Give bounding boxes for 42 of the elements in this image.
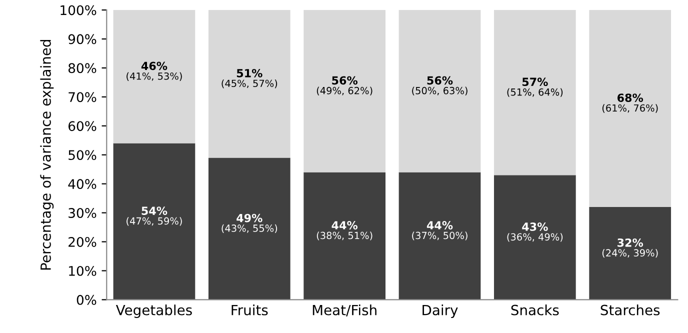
data-label: 56% (49%, 62%) <box>316 76 372 96</box>
data-label: 44% (38%, 51%) <box>316 221 372 240</box>
bar <box>589 10 672 207</box>
y-tick-label: 10% <box>69 266 96 276</box>
x-tick-label: Snacks <box>511 304 559 316</box>
data-label: 68% (61%, 76%) <box>602 94 658 113</box>
data-label: 56% (50%, 63%) <box>412 76 468 96</box>
y-tick-label: 80% <box>68 63 96 74</box>
y-tick-label: 100% <box>60 5 96 16</box>
bar <box>304 172 386 300</box>
bar <box>494 175 576 300</box>
bar <box>113 143 196 300</box>
bar <box>304 10 386 172</box>
y-axis-title: Percentage of variance explained <box>40 40 54 270</box>
y-tick-label: 70% <box>68 92 96 102</box>
data-label: 57% (51%, 64%) <box>507 78 563 97</box>
bar <box>208 158 290 300</box>
x-tick-label: Starches <box>600 304 660 316</box>
x-tick-label: Meat/Fish <box>312 304 376 316</box>
bar <box>398 10 481 172</box>
bar <box>398 172 481 300</box>
data-label: 46% (41%, 53%) <box>126 62 182 81</box>
y-tick-label: 50% <box>68 150 96 160</box>
y-tick-label: 0% <box>76 294 96 305</box>
y-tick-label: 60% <box>68 121 96 132</box>
bar <box>494 10 576 176</box>
data-label: 32% (24%, 39%) <box>602 238 658 258</box>
y-tick-label: 30% <box>68 208 96 218</box>
bar <box>589 206 672 300</box>
x-tick-label: Fruits <box>232 304 268 316</box>
bar <box>208 10 290 158</box>
y-tick-label: 20% <box>68 236 96 247</box>
data-label: 54% (47%, 59%) <box>126 206 182 226</box>
data-label: 44% (37%, 50%) <box>412 221 468 240</box>
data-label: 49% (43%, 55%) <box>222 214 278 234</box>
x-tick-label: Dairy <box>422 304 458 318</box>
x-tick-label: Vegetables <box>116 304 192 318</box>
y-tick-label: 40% <box>68 179 96 190</box>
y-tick-label: 90% <box>68 34 96 44</box>
data-label: 43% (36%, 49%) <box>507 222 563 242</box>
data-label: 51% (45%, 57%) <box>222 68 278 88</box>
bar <box>113 10 196 144</box>
